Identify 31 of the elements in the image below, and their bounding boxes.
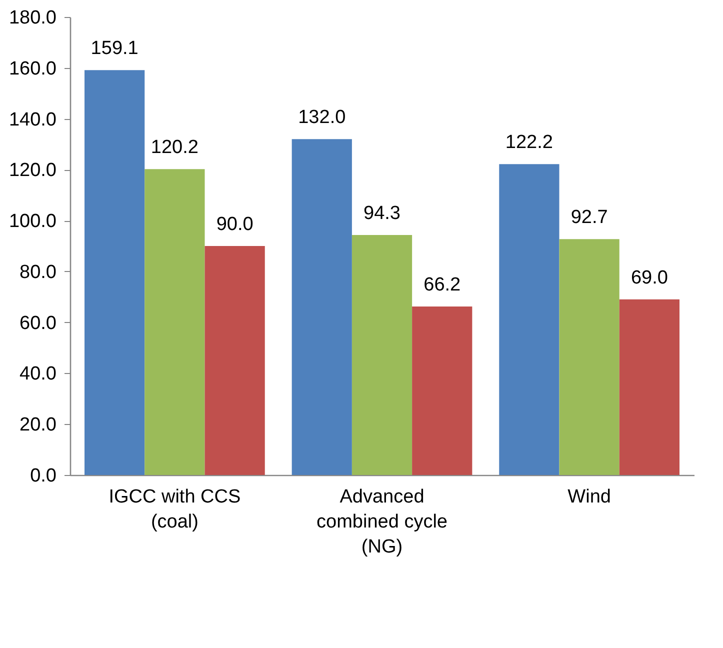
y-tick-label: 20.0	[20, 414, 56, 436]
bar	[412, 306, 472, 475]
bar	[84, 70, 145, 475]
data-label: 66.2	[424, 274, 461, 296]
y-tick-label: 100.0	[8, 211, 56, 232]
y-tick-label: 140.0	[8, 109, 56, 130]
y-tick-label: 180.0	[8, 8, 56, 28]
bar	[352, 235, 412, 475]
x-tick-label: IGCC with CCS (coal)	[108, 486, 241, 532]
data-label: 90.0	[216, 214, 254, 235]
y-tick-label: 120.0	[8, 160, 56, 182]
bar	[144, 169, 205, 475]
bar	[499, 164, 560, 475]
bar	[559, 239, 620, 475]
y-tick-label: 60.0	[20, 312, 56, 334]
y-tick-label: 160.0	[8, 58, 56, 80]
bar	[619, 299, 680, 475]
data-label: 132.0	[298, 107, 346, 128]
bar	[292, 139, 352, 475]
x-tick-label: Wind	[568, 486, 611, 508]
bar	[204, 246, 265, 475]
y-tick-label: 80.0	[20, 262, 56, 283]
y-tick-label: 40.0	[20, 364, 56, 385]
y-tick-label: 0.0	[30, 466, 56, 486]
data-label: 159.1	[90, 38, 138, 60]
x-tick-label: Advanced combined cycle (NG)	[316, 486, 448, 558]
data-label: 122.2	[505, 132, 553, 154]
data-label: 69.0	[630, 267, 668, 288]
data-label: 94.3	[364, 203, 400, 224]
data-label: 120.2	[150, 137, 198, 158]
data-label: 92.7	[570, 207, 608, 228]
